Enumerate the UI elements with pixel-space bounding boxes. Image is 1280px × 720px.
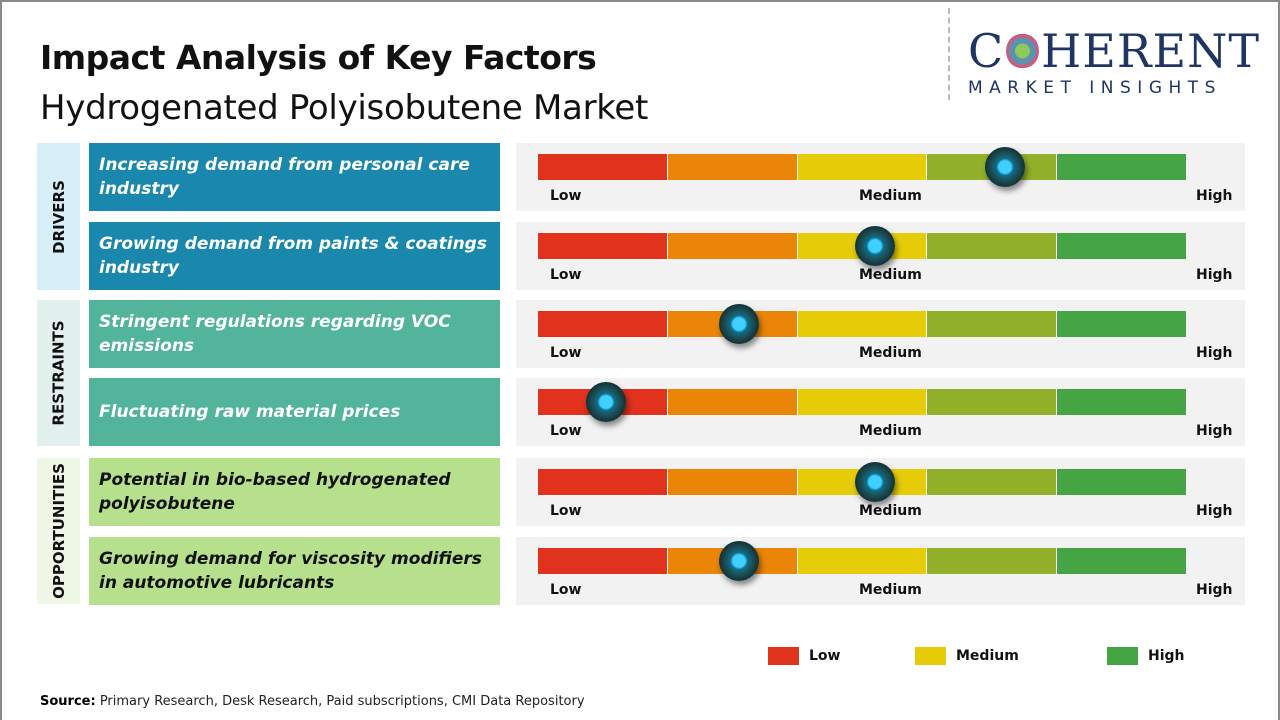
gauge-bar [538,469,1186,495]
gauge-bar [538,311,1186,337]
gauge-segment [1057,469,1186,495]
category-label: OPPORTUNITIES [49,463,68,599]
logo-tagline: MARKET INSIGHTS [968,78,1222,98]
gauge-knob-icon [854,462,895,502]
gauge-bar [538,389,1186,415]
category-label: DRIVERS [49,179,68,254]
gauge-segment [1057,154,1186,180]
source-label: Source: [40,694,96,709]
gauge-segment [927,233,1058,259]
legend-swatch [1107,647,1138,665]
factor-box: Fluctuating raw material prices [89,378,500,446]
page-title: Impact Analysis of Key Factors [40,38,597,77]
gauge-segment [538,233,668,259]
logo-word: HERENT [1041,24,1260,78]
gauge-label-low: Low [550,503,582,519]
gauge-label-high: High [1196,188,1233,204]
gauge-segment [1057,311,1186,337]
gauge-segment [538,548,668,574]
impact-gauge: Low Medium High [516,143,1245,211]
logo-letter: C [968,24,1005,78]
impact-gauge: Low Medium High [516,378,1245,446]
source-note: Source: Primary Research, Desk Research,… [40,694,585,709]
gauge-segment [927,469,1058,495]
category-drivers: DRIVERS [37,143,80,290]
gauge-segment [538,469,668,495]
category-restraints: RESTRAINTS [37,300,80,446]
gauge-label-high: High [1196,267,1233,283]
gauge-segment [927,311,1058,337]
company-logo: C HERENT MARKET INSIGHTS [968,28,1260,98]
factor-text: Fluctuating raw material prices [99,402,401,422]
gauge-knob-icon [718,304,759,344]
gauge-label-medium: Medium [859,582,922,598]
page-subtitle: Hydrogenated Polyisobutene Market [40,88,649,128]
gauge-knob-icon [984,147,1025,187]
legend-low: Low [768,647,840,665]
factor-box: Growing demand from paints & coatings in… [89,222,500,290]
gauge-label-low: Low [550,188,582,204]
legend-high: High [1107,647,1185,665]
header-divider [948,8,950,100]
legend-swatch [915,647,946,665]
gauge-knob-icon [718,541,759,581]
category-opportunities: OPPORTUNITIES [37,458,80,604]
factor-text: Increasing demand from personal care ind… [99,155,470,199]
factor-text: Stringent regulations regarding VOC emis… [99,312,451,356]
gauge-label-medium: Medium [859,188,922,204]
gauge-segment [1057,389,1186,415]
gauge-label-medium: Medium [859,423,922,439]
source-text: Primary Research, Desk Research, Paid su… [95,694,585,709]
gauge-segment [538,311,668,337]
gauge-segment [1057,233,1186,259]
gauge-label-high: High [1196,582,1233,598]
legend-label: Medium [956,648,1019,664]
factor-text: Growing demand for viscosity modifiers i… [99,549,482,593]
gauge-segment [1057,548,1186,574]
gauge-label-low: Low [550,345,582,361]
gauge-segment [797,154,928,180]
factor-box: Potential in bio-based hydrogenated poly… [89,458,500,526]
gauge-knob-icon [854,226,895,266]
gauge-bar [538,154,1186,180]
gauge-label-high: High [1196,345,1233,361]
category-label: RESTRAINTS [49,320,68,426]
factor-box: Increasing demand from personal care ind… [89,143,500,211]
legend-label: Low [809,648,841,664]
gauge-segment [797,548,928,574]
legend-medium: Medium [915,647,1019,665]
gauge-label-medium: Medium [859,267,922,283]
gauge-segment [797,389,928,415]
gauge-label-high: High [1196,423,1233,439]
gauge-knob-icon [586,382,627,422]
factor-text: Potential in bio-based hydrogenated poly… [99,470,451,514]
gauge-label-low: Low [550,267,582,283]
impact-gauge: Low Medium High [516,537,1245,605]
gauge-segment [927,548,1058,574]
legend-label: High [1148,648,1185,664]
gauge-segment [797,311,928,337]
gauge-segment [927,389,1058,415]
gauge-label-medium: Medium [859,503,922,519]
globe-icon [1006,33,1040,69]
factor-text: Growing demand from paints & coatings in… [99,234,487,278]
gauge-label-low: Low [550,582,582,598]
impact-gauge: Low Medium High [516,458,1245,526]
gauge-segment [667,233,798,259]
impact-gauge: Low Medium High [516,300,1245,368]
impact-gauge: Low Medium High [516,222,1245,290]
factor-box: Growing demand for viscosity modifiers i… [89,537,500,605]
gauge-segment [667,154,798,180]
gauge-label-medium: Medium [859,345,922,361]
legend-swatch [768,647,799,665]
gauge-segment [667,469,798,495]
gauge-segment [538,154,668,180]
factor-box: Stringent regulations regarding VOC emis… [89,300,500,368]
gauge-bar [538,548,1186,574]
gauge-label-high: High [1196,503,1233,519]
gauge-label-low: Low [550,423,582,439]
gauge-segment [667,389,798,415]
